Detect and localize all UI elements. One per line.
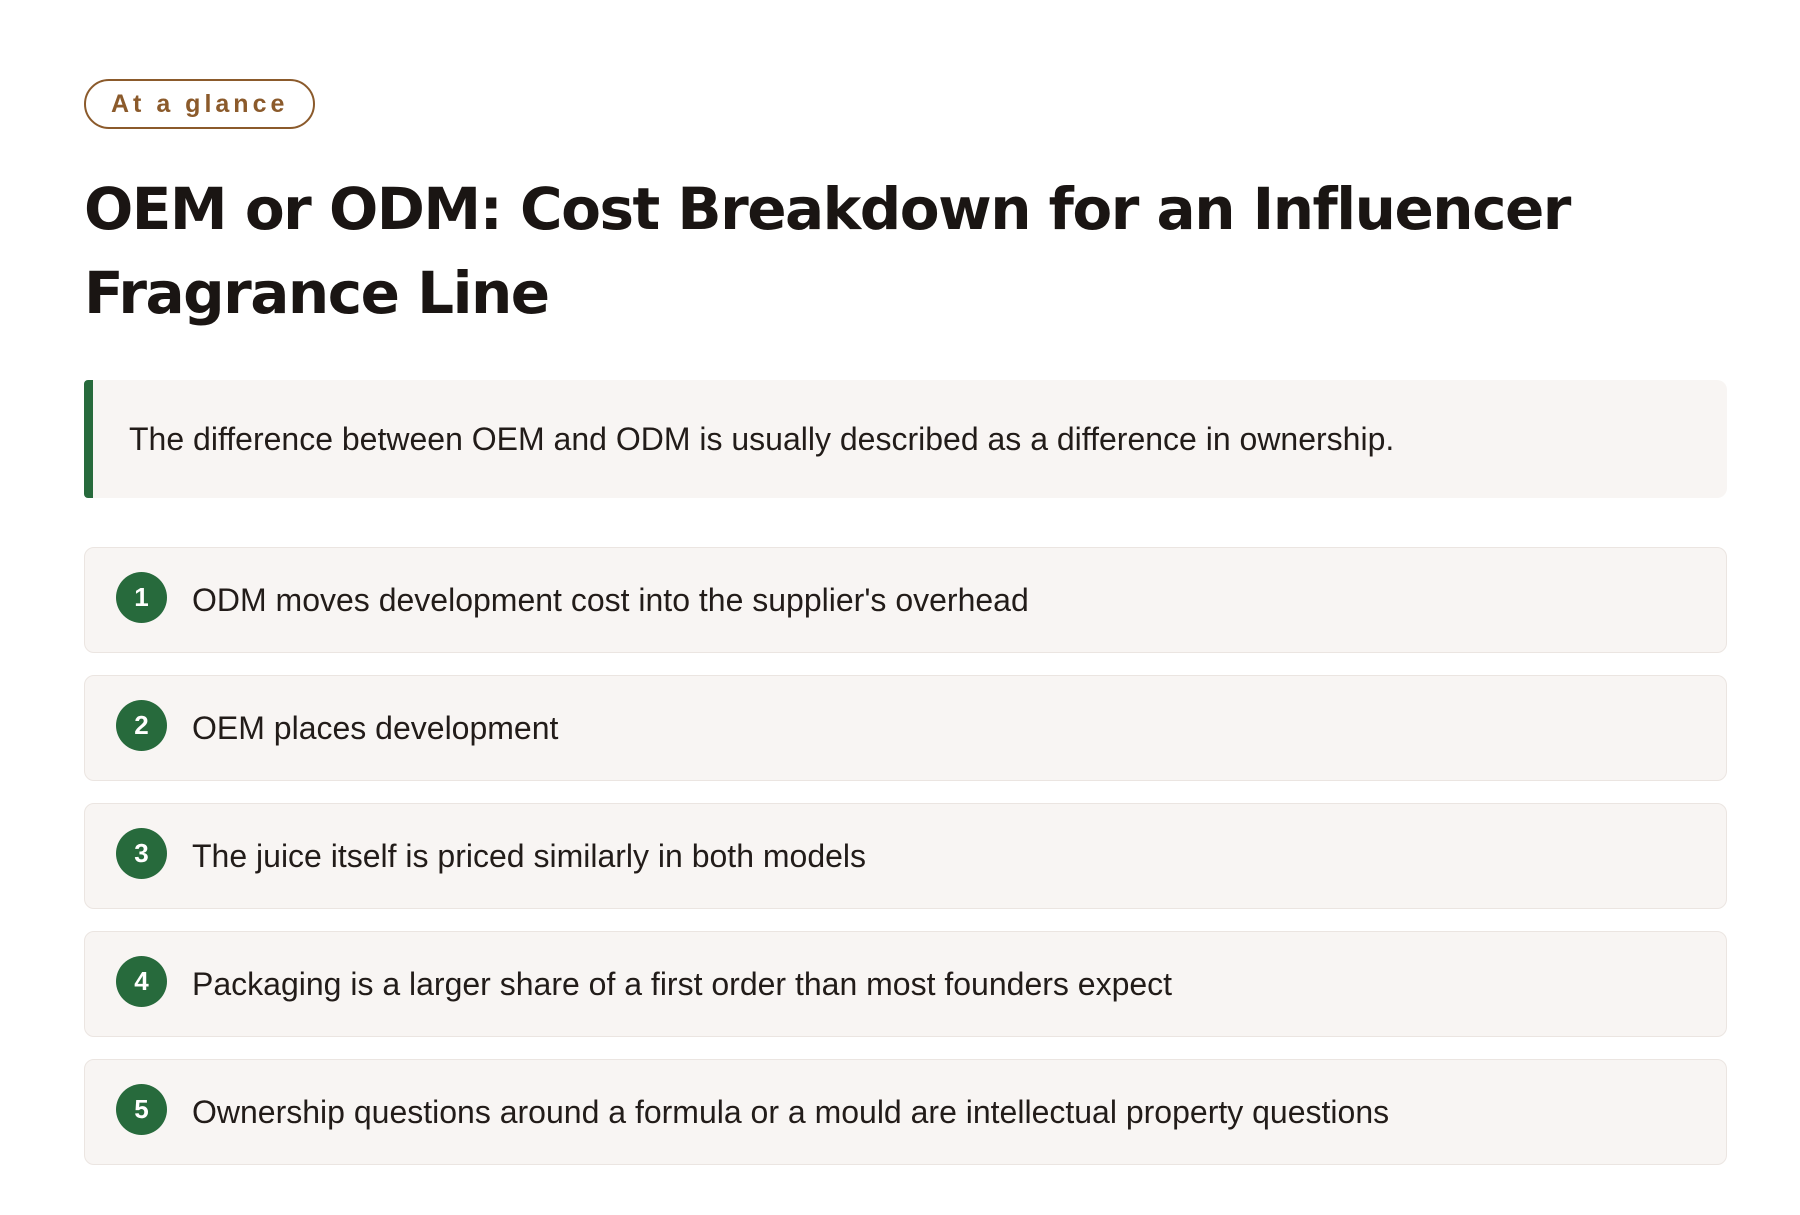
key-point-item: 1 ODM moves development cost into the su… (84, 547, 1727, 653)
key-point-text: The juice itself is priced similarly in … (192, 837, 867, 874)
summary-callout: The difference between OEM and ODM is us… (84, 380, 1727, 498)
number-badge: 2 (116, 699, 167, 751)
section-badge: At a glance (84, 79, 316, 129)
key-point-item: 3 The juice itself is priced similarly i… (84, 803, 1727, 909)
number-badge: 4 (116, 955, 167, 1007)
summary-callout-text: The difference between OEM and ODM is us… (129, 420, 1395, 457)
key-point-item: 2 OEM places development (84, 675, 1727, 781)
number-badge: 3 (116, 827, 167, 879)
key-points-list: 1 ODM moves development cost into the su… (84, 547, 1727, 1165)
number-badge: 1 (116, 571, 167, 623)
number-badge: 5 (116, 1083, 167, 1135)
page: At a glance OEM or ODM: Cost Breakdown f… (84, 79, 1727, 1165)
key-point-item: 4 Packaging is a larger share of a first… (84, 931, 1727, 1037)
key-point-text: Ownership questions around a formula or … (192, 1093, 1390, 1130)
key-point-text: OEM places development (192, 709, 559, 746)
key-point-text: Packaging is a larger share of a first o… (192, 965, 1173, 1002)
page-title: OEM or ODM: Cost Breakdown for an Influe… (84, 175, 1571, 327)
key-point-text: ODM moves development cost into the supp… (192, 581, 1029, 618)
key-point-item: 5 Ownership questions around a formula o… (84, 1059, 1727, 1165)
